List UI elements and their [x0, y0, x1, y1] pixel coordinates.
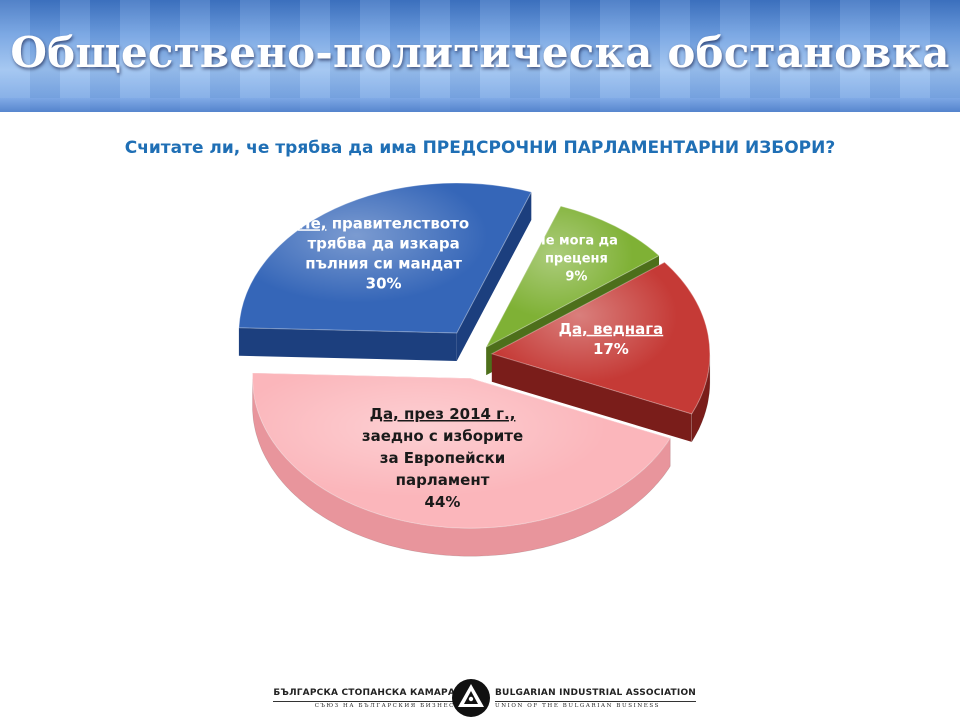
slice-value-label: 44% — [425, 493, 461, 511]
logo-right-line1: BULGARIAN INDUSTRIAL ASSOCIATION — [495, 688, 697, 698]
slice-label-text: преценя — [545, 251, 608, 266]
logo-left-text: БЪЛГАРСКА СТОПАНСКА КАМАРА СЪЮЗ НА БЪЛГА… — [273, 688, 455, 709]
slice-label-text: трябва да изкара — [307, 234, 459, 252]
slice-label-text: заедно с изборите — [362, 427, 523, 445]
slice-label-line: за Европейски — [380, 449, 505, 467]
slice-value-label: 17% — [593, 340, 629, 358]
pie-slice-edge — [456, 192, 532, 361]
slice-label-line: пълния си мандат — [305, 254, 462, 272]
logo-left-line1: БЪЛГАРСКА СТОПАНСКА КАМАРА — [273, 688, 455, 698]
logo-left-line2: СЪЮЗ НА БЪЛГАРСКИЯ БИЗНЕС — [273, 701, 455, 709]
pie-slice-gloss — [238, 182, 532, 333]
slice-label-1: Не, правителството трябва да изкара пълния… — [298, 214, 469, 292]
pie-slice-side — [252, 379, 671, 557]
slice-label-underlined: Не, — [298, 214, 326, 232]
banner-stripes — [0, 0, 960, 112]
slice-label-text: правителството — [326, 214, 469, 232]
slice-label-line: Не, правителството — [298, 214, 469, 232]
pie-slice-edge — [491, 353, 692, 442]
slice-label-line: заедно с изборите — [362, 427, 523, 445]
slice-label-text: пълния си мандат — [305, 254, 462, 272]
footer: БЪЛГАРСКА СТОПАНСКА КАМАРА СЪЮЗ НА БЪЛГА… — [0, 676, 960, 720]
slice-value-label: 9% — [565, 269, 587, 284]
page-title: Обществено-политическа обстановка — [10, 28, 950, 77]
slice-label-line: Да, през 2014 г., — [370, 405, 516, 423]
bia-emblem-icon — [452, 679, 490, 717]
pie-slice-gloss — [491, 262, 710, 414]
slice-label-line: парламент — [396, 471, 490, 489]
slice-label-line: Да, веднага — [559, 320, 664, 338]
pie-slice-1 — [238, 182, 533, 361]
slice-label-text: парламент — [396, 471, 490, 489]
title-banner: Обществено-политическа обстановка — [0, 0, 960, 112]
slice-label-underlined: Да, през 2014 г., — [370, 405, 516, 423]
pie-slice-3 — [490, 261, 711, 443]
pie-slice-gloss — [252, 373, 671, 529]
pie-slice-4 — [252, 372, 671, 557]
logo-right-line2: UNION OF THE BULGARIAN BUSINESS — [495, 701, 697, 709]
pie-slice-edge — [238, 327, 457, 361]
slice-label-text: Не мога да — [535, 233, 618, 248]
slice-label-text: за Европейски — [380, 449, 505, 467]
slice-label-3: Да, веднага 17% — [559, 320, 664, 358]
pie-slice-gloss — [486, 206, 659, 348]
logo-right-text: BULGARIAN INDUSTRIAL ASSOCIATION UNION O… — [495, 688, 697, 709]
slice-label-underlined: Да, веднага — [559, 320, 664, 338]
slice-label-line: Не мога да — [535, 233, 618, 248]
pie-chart: Не, правителството трябва да изкара пълния… — [238, 182, 711, 557]
survey-question: Считате ли, че трябва да има ПРЕДСРОЧНИ … — [124, 138, 836, 158]
slice-label-line: трябва да изкара — [307, 234, 459, 252]
banner-bottom-band — [0, 98, 960, 112]
slice-label-line: преценя — [545, 251, 608, 266]
slice-value-label: 30% — [366, 274, 402, 292]
slice-label-2: Не мога да преценя 9% — [535, 233, 618, 284]
slice-label-4: Да, през 2014 г., заедно с изборите за Евр… — [362, 405, 523, 511]
